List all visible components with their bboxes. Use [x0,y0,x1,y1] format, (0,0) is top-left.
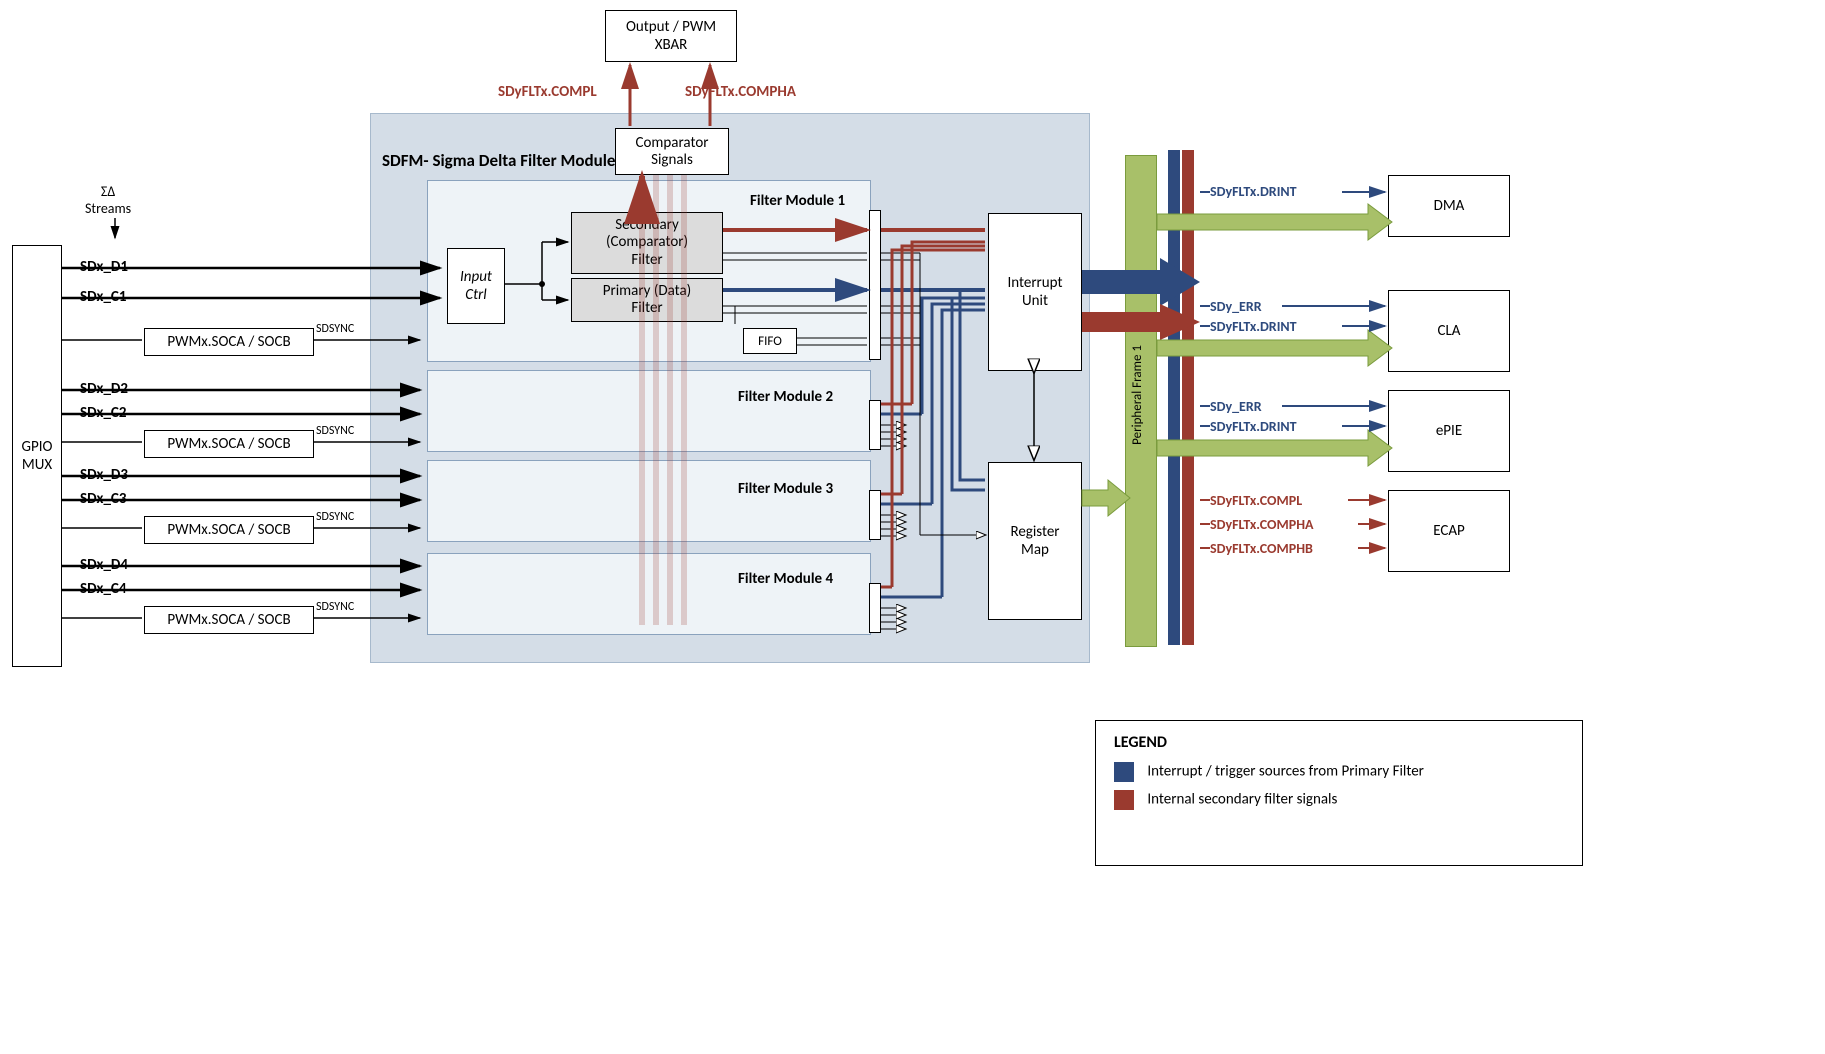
peripheral-frame-label: Peripheral Frame 1 [1130,345,1145,445]
primary-filter-box: Primary (Data) Filter [571,278,723,322]
top-signal-right-label: SDyFLTx.COMPHA [685,83,796,101]
register-map-box: Register Map [988,462,1082,620]
cla-sig-1: SDy_ERR [1210,298,1262,315]
left-sig-9: SDx_D4 [80,556,128,574]
register-map-label: Register Map [1010,523,1059,559]
pwm-soca-box-3: PWMx.SOCA / SOCB [144,516,314,544]
left-sig-0: SDx_D1 [80,258,128,276]
red-vbar [1182,150,1194,645]
filter-module-4-title: Filter Module 4 [738,570,833,588]
interrupt-unit-box: Interrupt Unit [988,213,1082,371]
filter-module-3-box [427,460,871,542]
epie-sig-2: SDyFLTx.DRINT [1210,418,1297,435]
fifo-box: FIFO [743,328,797,354]
filter4-right-bus [869,583,881,633]
input-ctrl-box: Input Ctrl [447,248,505,324]
ecap-sig-1: SDyFLTx.COMPL [1210,492,1302,509]
epie-box: ePIE [1388,390,1510,472]
cla-label: CLA [1438,322,1461,340]
filter-module-1-title: Filter Module 1 [750,192,845,210]
pwm-soca-label-2: PWMx.SOCA / SOCB [167,435,290,453]
pwm-soca-label-4: PWMx.SOCA / SOCB [167,611,290,629]
blue-vbar [1168,150,1180,645]
left-sig-1: SDx_C1 [80,288,126,306]
legend-swatch-secondary [1114,790,1134,810]
left-sig-3: SDx_D2 [80,380,128,398]
filter-module-3-title: Filter Module 3 [738,480,833,498]
sdsync-label-4: SDSYNC [316,600,354,614]
output-pwm-xbar-label: Output / PWM XBAR [626,18,716,54]
top-signal-left-label: SDyFLTx.COMPL [498,83,597,101]
filter-module-2-box [427,370,871,452]
fifo-label: FIFO [758,334,782,349]
ecap-label: ECAP [1433,522,1465,540]
comparator-signals-box: Comparator Signals [615,128,729,175]
filter2-right-bus [869,400,881,450]
comparator-signals-label: Comparator Signals [636,135,709,168]
left-sig-4: SDx_C2 [80,404,126,422]
left-sig-7: SDx_C3 [80,490,126,508]
filter1-right-bus [869,210,881,360]
sdsync-label-1: SDSYNC [316,322,354,336]
cla-box: CLA [1388,290,1510,372]
legend-title: LEGEND [1114,733,1167,752]
dma-box: DMA [1388,175,1510,237]
filter-module-2-title: Filter Module 2 [738,388,833,406]
ecap-box: ECAP [1388,490,1510,572]
pwm-soca-box-1: PWMx.SOCA / SOCB [144,328,314,356]
input-ctrl-label: Input Ctrl [460,268,492,304]
ecap-sig-3: SDyFLTx.COMPHB [1210,540,1313,557]
legend-secondary-label: Internal secondary filter signals [1147,791,1337,809]
gpio-mux-label: GPIO MUX [22,438,53,474]
epie-sig-1: SDy_ERR [1210,398,1262,415]
pwm-soca-box-2: PWMx.SOCA / SOCB [144,430,314,458]
legend-row-primary: Interrupt / trigger sources from Primary… [1114,762,1424,782]
pwm-soca-label-1: PWMx.SOCA / SOCB [167,333,290,351]
sigma-delta-label: ΣΔ Streams [85,183,131,217]
legend-box: LEGEND Interrupt / trigger sources from … [1095,720,1583,866]
dma-label: DMA [1434,197,1465,215]
secondary-filter-label: Secondary (Comparator) Filter [606,217,688,269]
sdsync-label-3: SDSYNC [316,510,354,524]
pwm-soca-label-3: PWMx.SOCA / SOCB [167,521,290,539]
sdsync-label-2: SDSYNC [316,424,354,438]
output-pwm-xbar-box: Output / PWM XBAR [605,10,737,62]
pwm-soca-box-4: PWMx.SOCA / SOCB [144,606,314,634]
sdfm-title: SDFM- Sigma Delta Filter Module [382,150,615,171]
filter-module-4-box [427,553,871,635]
dma-sig-1: SDyFLTx.DRINT [1210,183,1297,200]
legend-swatch-primary [1114,762,1134,782]
gpio-mux-box: GPIO MUX [12,245,62,667]
secondary-filter-box: Secondary (Comparator) Filter [571,212,723,274]
ecap-sig-2: SDyFLTx.COMPHA [1210,516,1314,533]
interrupt-unit-label: Interrupt Unit [1007,274,1062,310]
primary-filter-label: Primary (Data) Filter [603,283,691,318]
epie-label: ePIE [1436,422,1462,440]
legend-row-secondary: Internal secondary filter signals [1114,790,1337,810]
cla-sig-2: SDyFLTx.DRINT [1210,318,1297,335]
legend-primary-label: Interrupt / trigger sources from Primary… [1147,763,1424,781]
filter3-right-bus [869,490,881,540]
left-sig-10: SDx_C4 [80,580,126,598]
left-sig-6: SDx_D3 [80,466,128,484]
